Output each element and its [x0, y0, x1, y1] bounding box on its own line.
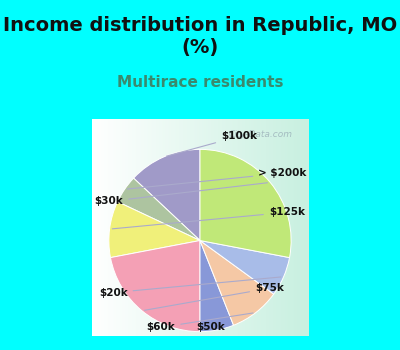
Text: $125k: $125k — [112, 207, 305, 229]
Text: $100k: $100k — [166, 131, 257, 156]
Wedge shape — [134, 149, 200, 240]
Text: Income distribution in Republic, MO
(%): Income distribution in Republic, MO (%) — [3, 16, 397, 57]
Wedge shape — [200, 240, 274, 325]
Wedge shape — [200, 240, 290, 294]
Text: $75k: $75k — [145, 283, 284, 310]
Text: $30k: $30k — [94, 183, 268, 206]
Text: > $200k: > $200k — [127, 168, 307, 189]
Text: $60k: $60k — [146, 313, 253, 332]
Text: $20k: $20k — [99, 277, 281, 298]
Wedge shape — [118, 178, 200, 240]
Wedge shape — [200, 149, 291, 258]
Text: $50k: $50k — [196, 322, 225, 332]
Text: Multirace residents: Multirace residents — [117, 75, 283, 90]
Wedge shape — [110, 240, 200, 332]
Text: City-Data.com: City-Data.com — [229, 130, 293, 139]
Wedge shape — [109, 202, 200, 258]
Wedge shape — [200, 240, 234, 332]
